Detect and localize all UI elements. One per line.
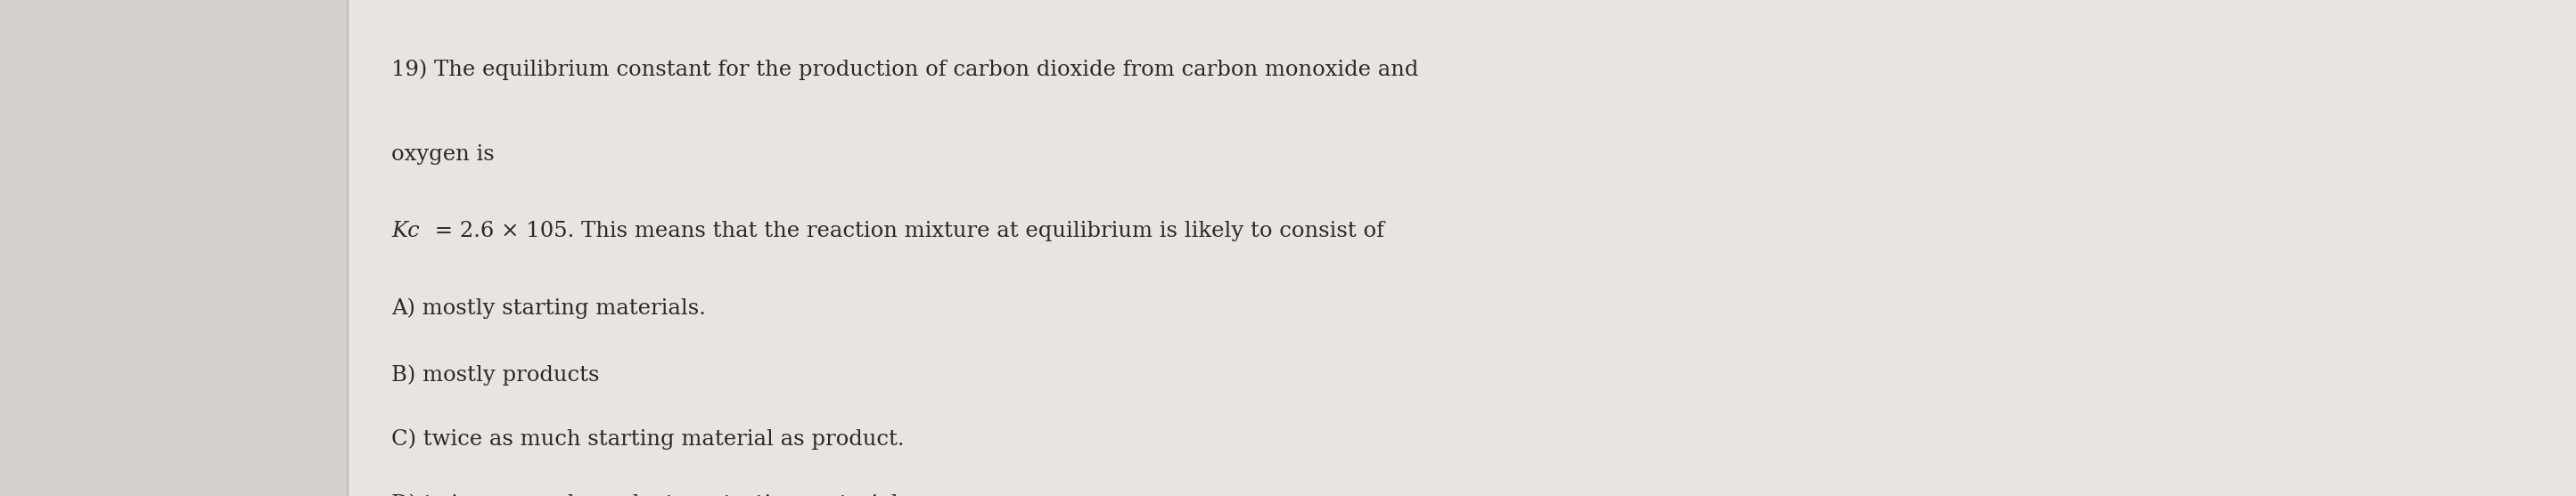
Text: = 2.6 × 105. This means that the reaction mixture at equilibrium is likely to co: = 2.6 × 105. This means that the reactio… bbox=[428, 221, 1383, 241]
Text: B) mostly products: B) mostly products bbox=[392, 365, 600, 385]
Text: D) twice as much product as starting material.: D) twice as much product as starting mat… bbox=[392, 494, 904, 496]
Text: 19) The equilibrium constant for the production of carbon dioxide from carbon mo: 19) The equilibrium constant for the pro… bbox=[392, 60, 1419, 80]
Text: oxygen is: oxygen is bbox=[392, 144, 495, 164]
Text: A) mostly starting materials.: A) mostly starting materials. bbox=[392, 298, 706, 318]
Bar bbox=[0, 0, 348, 496]
Text: Kc: Kc bbox=[392, 221, 420, 241]
Text: C) twice as much starting material as product.: C) twice as much starting material as pr… bbox=[392, 429, 904, 450]
